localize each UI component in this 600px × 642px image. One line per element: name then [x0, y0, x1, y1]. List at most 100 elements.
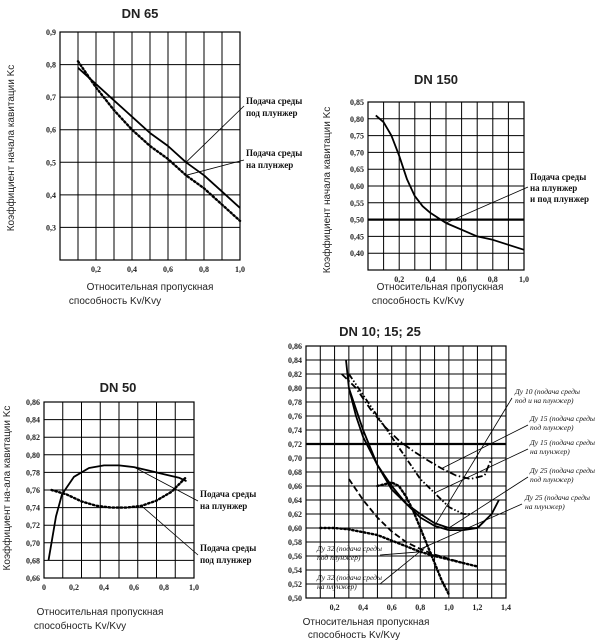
chart-dn150-annotation-1-leader [445, 186, 529, 224]
chart-dn10-15-25-y-tick-label: 0,82 [288, 370, 302, 379]
chart-dn50-series-1-line [47, 464, 187, 561]
chart-dn65-y-tick-label: 0,3 [46, 223, 56, 232]
chart-dn10-15-25-x-tick-label: 0,4 [358, 603, 368, 612]
chart-dn65-xlabel-line2: способность Kv/Kvy [69, 295, 161, 307]
chart-dn65-y-tick-label: 0,5 [46, 158, 56, 167]
chart-dn50-series-2-line [50, 475, 188, 509]
chart-dn50-x-tick-label: 0,8 [159, 583, 169, 592]
chart-dn65-annotation-2-leader [185, 159, 245, 176]
chart-dn10-15-25-series-3-line [348, 373, 471, 515]
chart-dn10-15-25-x-tick-label: 1,0 [444, 603, 454, 612]
chart-dn65-annotation-1-line2: под плунжер [246, 108, 298, 118]
chart-dn150-plot-frame [367, 101, 525, 271]
chart-dn10-15-25-annotation-4-leader [448, 476, 529, 529]
chart-dn50-annotation-2-line2: под плунжер [200, 555, 252, 565]
chart-dn150-y-tick-label: 0,75 [350, 132, 364, 141]
chart-dn10-15-25-annotation-4-line2: под плунжер) [530, 475, 574, 484]
chart-dn10-15-25-x-tick-label: 0,6 [387, 603, 397, 612]
chart-dn50-plot-frame [43, 401, 195, 579]
chart-dn65-y-tick-label: 0,7 [46, 93, 56, 102]
chart-dn150: DN 150 Коэффициент начала кавитации Kc О… [321, 72, 589, 307]
chart-dn65-x-tick-label: 0,6 [163, 265, 173, 274]
chart-dn10-15-25-y-tick-label: 0,66 [288, 482, 302, 491]
chart-dn10-15-25-y-tick-label: 0,70 [288, 454, 302, 463]
chart-dn150-xlabel-line2: способность Kv/Kvy [372, 295, 464, 307]
chart-dn10-15-25-annotation-4-line1: Ду 25 (подача среды [529, 466, 595, 475]
chart-dn10-15-25-annotation-2-leader [441, 424, 529, 469]
chart-dn10-15-25-annotation-7-line2: на плунжер) [317, 582, 357, 591]
chart-dn50-y-tick-label: 0,74 [26, 504, 40, 513]
chart-dn150-xlabel-line1: Относительная пропускная [377, 282, 504, 293]
chart-dn150-y-tick-label: 0,65 [350, 165, 364, 174]
chart-dn50-annotation-2-line1: Подача среды [200, 543, 256, 553]
chart-dn50-y-tick-label: 0,86 [26, 398, 40, 407]
chart-dn65-series-1-line [77, 67, 241, 209]
chart-dn10-15-25-y-tick-label: 0,56 [288, 552, 302, 561]
chart-dn50-annotation-2-leader [141, 505, 199, 556]
chart-dn65-y-tick-label: 0,9 [46, 28, 56, 37]
chart-dn10-15-25-y-tick-label: 0,50 [288, 594, 302, 603]
chart-dn150-x-tick-label: 0,4 [425, 275, 435, 284]
chart-dn10-15-25-y-tick-label: 0,78 [288, 398, 302, 407]
chart-dn10-15-25-title: DN 10; 15; 25 [339, 324, 421, 339]
chart-dn10-15-25: DN 10; 15; 25 Относительная пропускная с… [288, 324, 595, 641]
chart-dn10-15-25-annotation-1-leader [434, 397, 513, 527]
chart-dn50-y-tick-label: 0,84 [26, 416, 40, 425]
chart-dn50-y-tick-label: 0,78 [26, 468, 40, 477]
chart-dn150-y-tick-label: 0,80 [350, 115, 364, 124]
chart-dn10-15-25-annotation-2-line2: под плунжер) [530, 423, 574, 432]
chart-dn10-15-25-annotation-6-leader [379, 551, 421, 556]
chart-dn10-15-25-x-tick-label: 0,8 [415, 603, 425, 612]
chart-dn50-annotation-1-line1: Подача среды [200, 489, 256, 499]
chart-dn50-x-tick-label: 1,0 [189, 583, 199, 592]
chart-dn150-y-tick-label: 0,70 [350, 148, 364, 157]
chart-dn65-annotation-1-line1: Подача среды [246, 96, 302, 106]
chart-dn150-series-1-line [375, 114, 525, 251]
chart-dn65-x-tick-label: 0,4 [127, 265, 137, 274]
chart-dn150-x-tick-label: 0,8 [488, 275, 498, 284]
chart-dn10-15-25-annotation-2-line1: Ду 15 (подача среды [529, 414, 595, 423]
chart-dn10-15-25-y-tick-label: 0,74 [288, 426, 302, 435]
chart-dn65-plot: 0,2 0,4 0,6 0,8 1,0 0,3 0,4 0,5 0,6 0,7 0,8 0,9 [46, 28, 245, 274]
chart-dn65-x-tick-label: 0,2 [91, 265, 101, 274]
chart-dn150-y-tick-label: 0,55 [350, 199, 364, 208]
chart-dn65-xlabel-line1: Относительная пропускная [87, 282, 214, 293]
chart-dn10-15-25-series-6-line [319, 526, 479, 568]
chart-dn10-15-25-y-tick-label: 0,76 [288, 412, 302, 421]
chart-dn50-y-tick-label: 0,72 [26, 521, 40, 530]
chart-dn150-x-tick-label: 1,0 [519, 275, 529, 284]
chart-dn10-15-25-y-tick-label: 0,60 [288, 524, 302, 533]
chart-dn10-15-25-plot-frame [305, 345, 507, 599]
chart-dn65-series-2-line [76, 60, 242, 223]
chart-dn50-plot: 0 0,2 0,4 0,6 0,8 1,0 0,66 0,68 0,70 0,72 0,74 0,76… [26, 398, 199, 592]
chart-dn10-15-25-annotation-3-line1: Ду 15 (подача среды [529, 438, 595, 447]
chart-dn65-annotation-2-line2: на плунжер [246, 160, 293, 170]
chart-dn10-15-25-plot: 0,2 0,4 0,6 0,8 1,0 1,2 1,4 0,50 0,52 0,54 0,56 0,5… [288, 342, 529, 612]
chart-dn65-plot-frame [59, 31, 241, 261]
chart-dn10-15-25-y-tick-label: 0,58 [288, 538, 302, 547]
chart-dn50: DN 50 Коэффициент на-ала кавитации Kc От… [1, 380, 256, 632]
chart-dn10-15-25-xlabel-line2: способность Kv/Kvy [308, 629, 400, 641]
chart-dn10-15-25-annotation-3-leader [434, 448, 529, 494]
chart-dn10-15-25-annotation-3-line2: на плунжер) [530, 447, 570, 456]
chart-dn10-15-25-y-tick-label: 0,62 [288, 510, 302, 519]
chart-dn50-title: DN 50 [100, 380, 137, 395]
chart-dn10-15-25-y-tick-label: 0,80 [288, 384, 302, 393]
chart-dn150-x-tick-label: 0,6 [457, 275, 467, 284]
chart-dn150-y-tick-label: 0,85 [350, 98, 364, 107]
chart-dn10-15-25-y-tick-label: 0,64 [288, 496, 302, 505]
chart-dn10-15-25-y-tick-label: 0,72 [288, 440, 302, 449]
chart-dn65: DN 65 Коэффициент начала кавитации Kc От… [5, 6, 302, 307]
chart-dn50-y-tick-label: 0,68 [26, 556, 40, 565]
chart-dn150-annotation-line3: и под плунжер [530, 194, 589, 204]
chart-dn150-y-tick-label: 0,45 [350, 232, 364, 241]
chart-dn10-15-25-y-tick-label: 0,68 [288, 468, 302, 477]
chart-dn50-y-tick-label: 0,76 [26, 486, 40, 495]
chart-dn10-15-25-xlabel-line1: Относительная пропускная [303, 617, 430, 628]
chart-dn10-15-25-y-tick-label: 0,84 [288, 356, 302, 365]
chart-dn50-ylabel: Коэффициент на-ала кавитации Kc [1, 406, 13, 571]
chart-dn65-annotation-2-line1: Подача среды [246, 148, 302, 158]
chart-dn10-15-25-series-7-line [376, 481, 451, 596]
chart-dn10-15-25-annotation-7-leader [379, 545, 428, 585]
chart-dn65-x-tick-label: 0,8 [199, 265, 209, 274]
